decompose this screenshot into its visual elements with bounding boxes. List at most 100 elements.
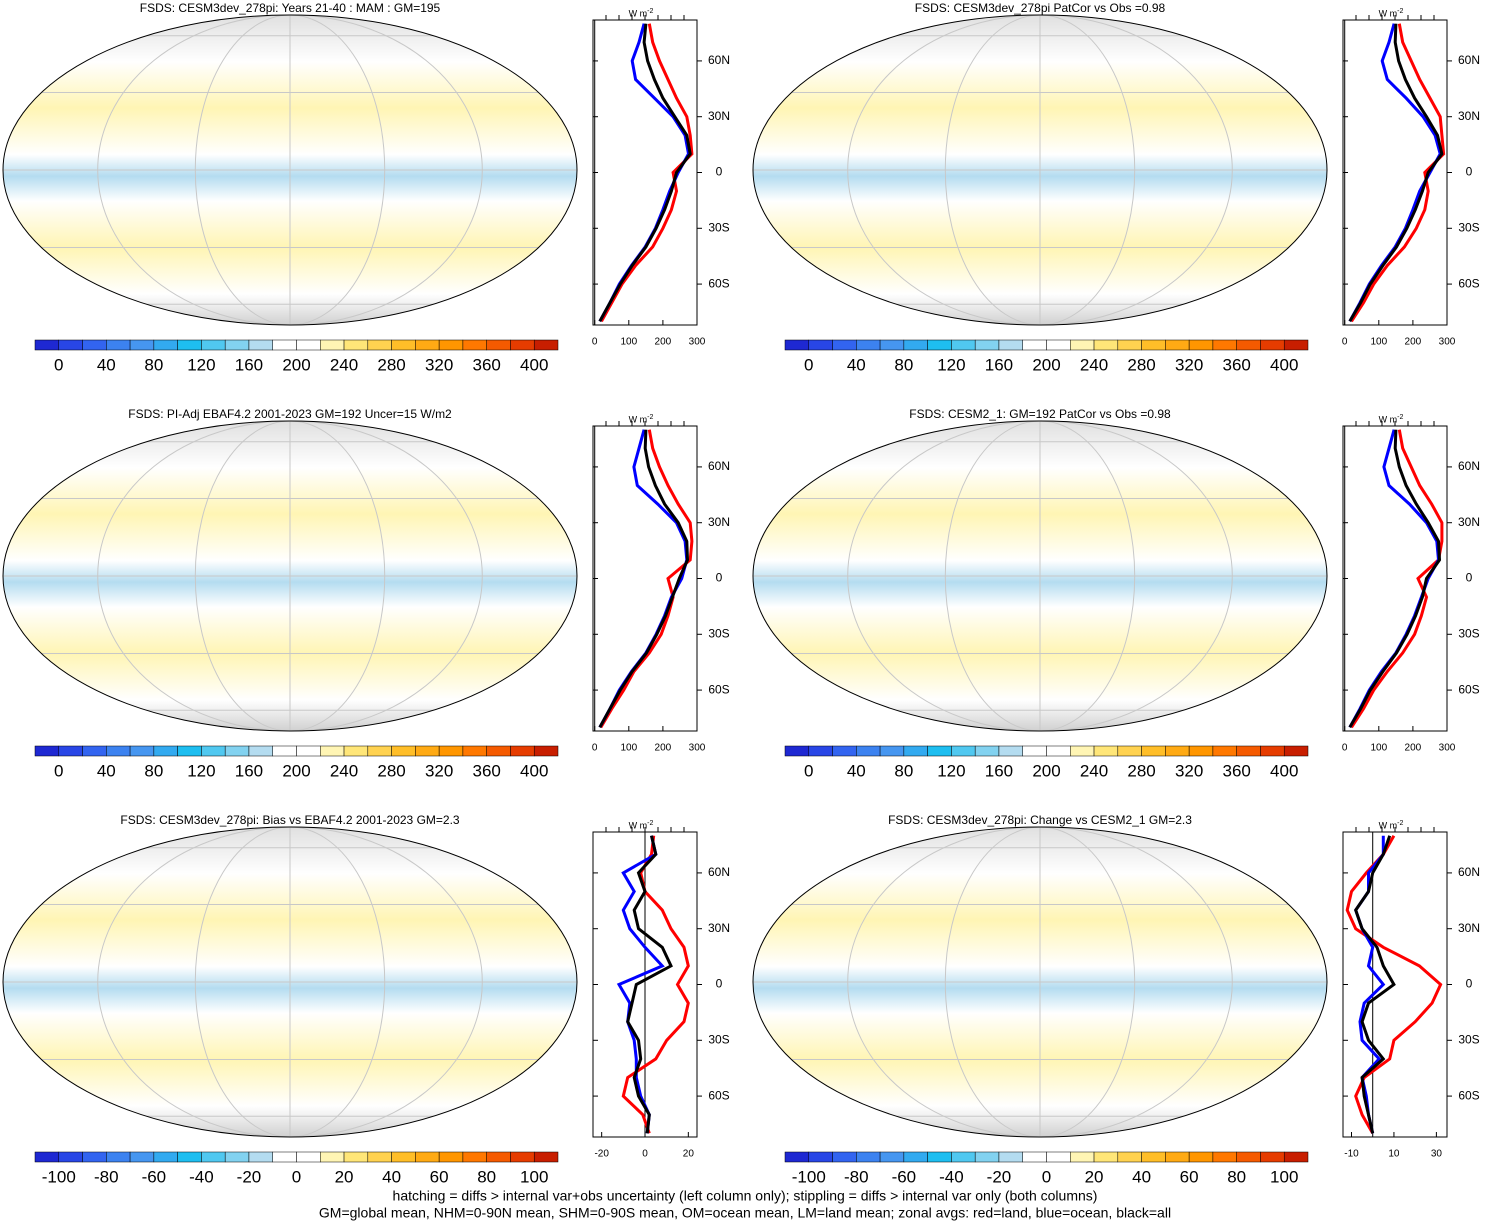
colorbar-label: 80	[894, 761, 913, 780]
zonal-line	[1354, 835, 1396, 1134]
colorbar-box	[1093, 1151, 1119, 1163]
zonal-unit: W m-2	[629, 8, 654, 19]
panel-title: FSDS: CESM3dev_278pi: Bias vs EBAF4.2 20…	[120, 813, 460, 827]
colorbar-box	[832, 745, 857, 757]
panel-title: FSDS: CESM3dev_278pi: Change vs CESM2_1 …	[888, 813, 1192, 827]
colorbar-box	[391, 339, 416, 351]
y-tick-label: 0	[1466, 165, 1473, 179]
colorbar-box	[415, 745, 440, 757]
zonal-unit: W m-2	[1379, 820, 1404, 831]
colorbar-box	[248, 745, 273, 757]
x-tick-label: 20	[683, 1149, 695, 1160]
colorbar-box	[486, 1151, 511, 1163]
colorbar-box	[82, 745, 107, 757]
footer-line: GM=global mean, NHM=0-90N mean, SHM=0-90…	[319, 1205, 1171, 1221]
colorbar-label: 40	[382, 1167, 401, 1186]
colorbar-label: 0	[292, 1167, 301, 1186]
colorbar-label: 160	[235, 761, 263, 780]
y-tick-label: 60S	[708, 682, 729, 696]
y-tick-label: 60S	[708, 276, 729, 290]
x-tick-label: 200	[1405, 743, 1422, 754]
y-tick-label: 30N	[1458, 515, 1480, 529]
colorbar-label: 320	[1175, 355, 1203, 374]
y-tick-label: 60S	[1458, 276, 1479, 290]
colorbar-box	[510, 1151, 535, 1163]
colorbar-box	[1070, 745, 1095, 757]
colorbar-box	[82, 339, 107, 351]
colorbar-label: -80	[844, 1167, 869, 1186]
zonal-unit-exp: -2	[1397, 414, 1403, 421]
y-tick-label: 60S	[1458, 682, 1479, 696]
zonal-line	[600, 23, 694, 323]
colorbar-box	[1212, 745, 1237, 757]
x-tick-label: 0	[1342, 743, 1348, 754]
colorbar-box	[462, 1151, 487, 1163]
colorbar-box	[224, 745, 250, 757]
colorbar-box	[1283, 745, 1309, 757]
zonal-unit: W m-2	[629, 820, 654, 831]
colorbar-box	[438, 1151, 464, 1163]
zonal-line	[1350, 429, 1444, 729]
colorbar-box	[1212, 339, 1237, 351]
x-tick-label: 30	[1431, 1149, 1443, 1160]
y-tick-label: 60S	[1458, 1088, 1479, 1102]
y-tick-label: 0	[1466, 571, 1473, 585]
zonal-unit: W m-2	[1379, 8, 1404, 19]
colorbar-label: 80	[894, 355, 913, 374]
x-tick-label: -20	[594, 1149, 609, 1160]
colorbar-box	[951, 745, 976, 757]
colorbar-box	[391, 1151, 416, 1163]
colorbar-label: 100	[1270, 1167, 1298, 1186]
colorbar-label: 40	[97, 761, 116, 780]
colorbar-box	[784, 1151, 810, 1163]
map-border	[752, 420, 1328, 732]
colorbar-label: 20	[335, 1167, 354, 1186]
colorbar-box	[1236, 339, 1261, 351]
zonal-frame	[1342, 425, 1448, 732]
colorbar-label: -20	[987, 1167, 1012, 1186]
zonal-unit-exp: -2	[647, 8, 653, 15]
y-tick-label: 60N	[1458, 865, 1480, 879]
colorbar-label: 0	[1042, 1167, 1051, 1186]
colorbar-box	[856, 1151, 881, 1163]
colorbar-box	[856, 745, 881, 757]
colorbar-label: -40	[939, 1167, 964, 1186]
colorbar-box	[177, 339, 202, 351]
footer-line: hatching = diffs > internal var+obs unce…	[393, 1188, 1098, 1204]
x-tick-label: 10	[1388, 1149, 1400, 1160]
colorbar-box	[1260, 1151, 1285, 1163]
colorbar-box	[320, 339, 345, 351]
map	[752, 14, 1328, 326]
colorbar-label: 120	[937, 761, 965, 780]
colorbar-label: 360	[1222, 355, 1250, 374]
colorbar-box	[486, 745, 511, 757]
colorbar-box	[1283, 339, 1309, 351]
colorbar-label: 320	[425, 761, 453, 780]
colorbar-box	[808, 1151, 833, 1163]
colorbar-box	[974, 1151, 1000, 1163]
colorbar-box	[1022, 339, 1047, 351]
colorbar-label: 280	[377, 355, 405, 374]
colorbar-box	[927, 745, 952, 757]
colorbar-box	[533, 339, 559, 351]
colorbar-label: -60	[892, 1167, 917, 1186]
zonal-line	[1350, 23, 1446, 323]
colorbar-box	[903, 745, 928, 757]
x-tick-label: 300	[1439, 337, 1456, 348]
colorbar-box	[1188, 1151, 1214, 1163]
colorbar-box	[533, 745, 559, 757]
colorbar-label: 240	[1080, 355, 1108, 374]
x-tick-label: 0	[642, 1149, 648, 1160]
y-tick-label: 0	[716, 571, 723, 585]
zonal-line	[1348, 429, 1442, 729]
colorbar-label: 80	[144, 761, 163, 780]
colorbar-box	[1165, 339, 1190, 351]
y-tick-label: 30S	[708, 1032, 729, 1046]
colorbar-box	[1117, 745, 1142, 757]
colorbar-label: 20	[1085, 1167, 1104, 1186]
colorbar-box	[248, 1151, 273, 1163]
colorbar-box	[974, 745, 1000, 757]
colorbar-label: -100	[42, 1167, 76, 1186]
zonal-unit-exp: -2	[647, 820, 653, 827]
